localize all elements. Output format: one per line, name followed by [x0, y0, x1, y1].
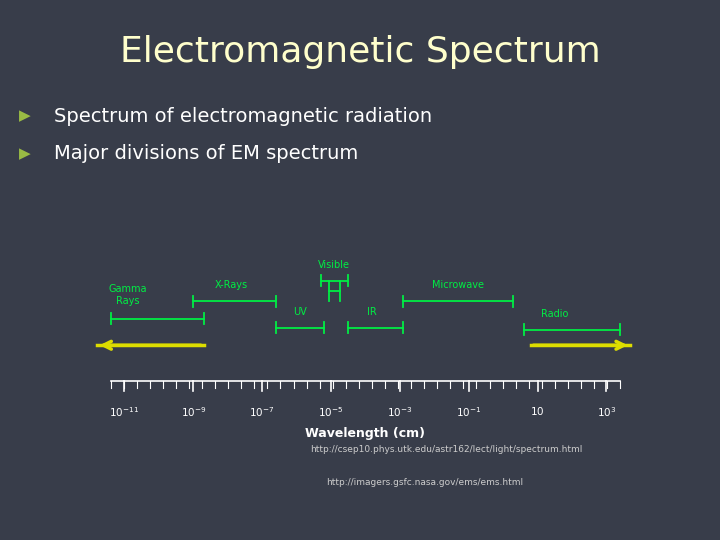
Text: Wavelength (cm): Wavelength (cm)	[305, 427, 426, 440]
Text: Gamma
Rays: Gamma Rays	[109, 285, 147, 306]
Text: $10^{-7}$: $10^{-7}$	[249, 405, 275, 419]
Text: http://imagers.gsfc.nasa.gov/ems/ems.html: http://imagers.gsfc.nasa.gov/ems/ems.htm…	[326, 478, 523, 487]
Text: $10^{-1}$: $10^{-1}$	[456, 405, 482, 419]
Text: http://csep10.phys.utk.edu/astr162/lect/light/spectrum.html: http://csep10.phys.utk.edu/astr162/lect/…	[310, 446, 582, 455]
Text: ▶: ▶	[19, 109, 31, 124]
Text: IR: IR	[367, 307, 377, 317]
Text: X-Rays: X-Rays	[215, 280, 248, 290]
Text: Electromagnetic Spectrum: Electromagnetic Spectrum	[120, 35, 600, 69]
Text: ▶: ▶	[19, 146, 31, 161]
Text: Microwave: Microwave	[432, 280, 485, 290]
Text: Spectrum of electromagnetic radiation: Spectrum of electromagnetic radiation	[54, 106, 432, 126]
Text: Major divisions of EM spectrum: Major divisions of EM spectrum	[54, 144, 359, 164]
Text: $10$: $10$	[531, 405, 545, 417]
Text: $10^{3}$: $10^{3}$	[597, 405, 616, 419]
Text: Radio: Radio	[541, 308, 568, 319]
Text: $10^{-5}$: $10^{-5}$	[318, 405, 343, 419]
Text: $10^{-9}$: $10^{-9}$	[181, 405, 206, 419]
Text: $10^{-11}$: $10^{-11}$	[109, 405, 140, 419]
Text: UV: UV	[293, 307, 307, 317]
Text: $10^{-3}$: $10^{-3}$	[387, 405, 413, 419]
Text: Visible: Visible	[318, 260, 351, 270]
